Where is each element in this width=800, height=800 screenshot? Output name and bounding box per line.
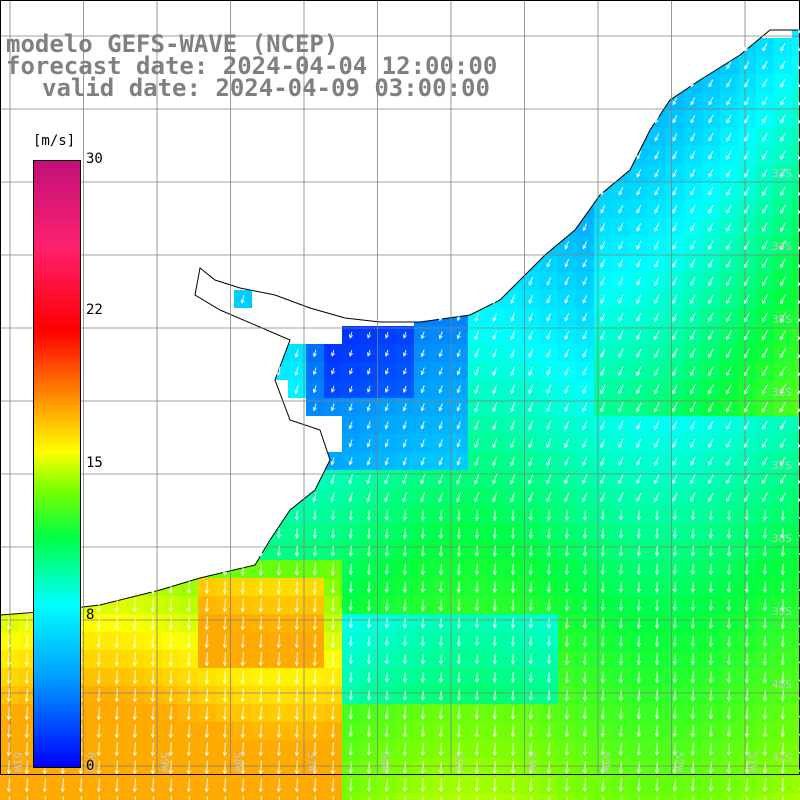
lat-lon-grid — [0, 0, 800, 775]
lon-label: 61W — [11, 752, 24, 772]
colorbar-tick-30: 30 — [86, 151, 103, 167]
forecast-date: forecast date: 2024-04-04 12:00:00 — [6, 52, 498, 80]
lat-label: 36S — [772, 386, 792, 399]
colorbar-tick-8: 8 — [86, 607, 95, 623]
lon-label: 55W — [452, 752, 465, 772]
lat-label: 34S — [772, 240, 792, 253]
grid-labels: 33S 34S 35S 36S 37S 38S 39S 40S 41S 61W 60W 59W 58W 5… — [11, 167, 792, 772]
lat-label: 35S — [772, 313, 792, 326]
colorbar-tick-22: 22 — [86, 302, 103, 318]
lon-label: 57W — [305, 752, 318, 772]
lat-label: 41S — [772, 751, 792, 764]
colorbar — [33, 160, 81, 768]
lon-label: 53W — [599, 752, 612, 772]
lon-label: 58W — [232, 752, 245, 772]
colorbar-tick-0: 0 — [86, 758, 95, 774]
lat-label: 37S — [772, 459, 792, 472]
lat-label: 40S — [772, 678, 792, 691]
lon-label: 51W — [746, 752, 759, 772]
colorbar-tick-15: 15 — [86, 455, 103, 471]
lon-label: 56W — [379, 752, 392, 772]
lat-label: 39S — [772, 605, 792, 618]
valid-date: valid date: 2024-04-09 03:00:00 — [42, 74, 490, 102]
lon-label: 59W — [158, 752, 171, 772]
lon-label: 52W — [673, 752, 686, 772]
lat-label: 38S — [772, 532, 792, 545]
lat-label: 33S — [772, 167, 792, 180]
model-title: modelo GEFS-WAVE (NCEP) — [6, 30, 339, 58]
colorbar-unit: [m/s] — [33, 133, 76, 149]
lon-label: 60W — [85, 752, 98, 772]
land-area — [0, 0, 800, 616]
lon-label: 54W — [526, 752, 539, 772]
